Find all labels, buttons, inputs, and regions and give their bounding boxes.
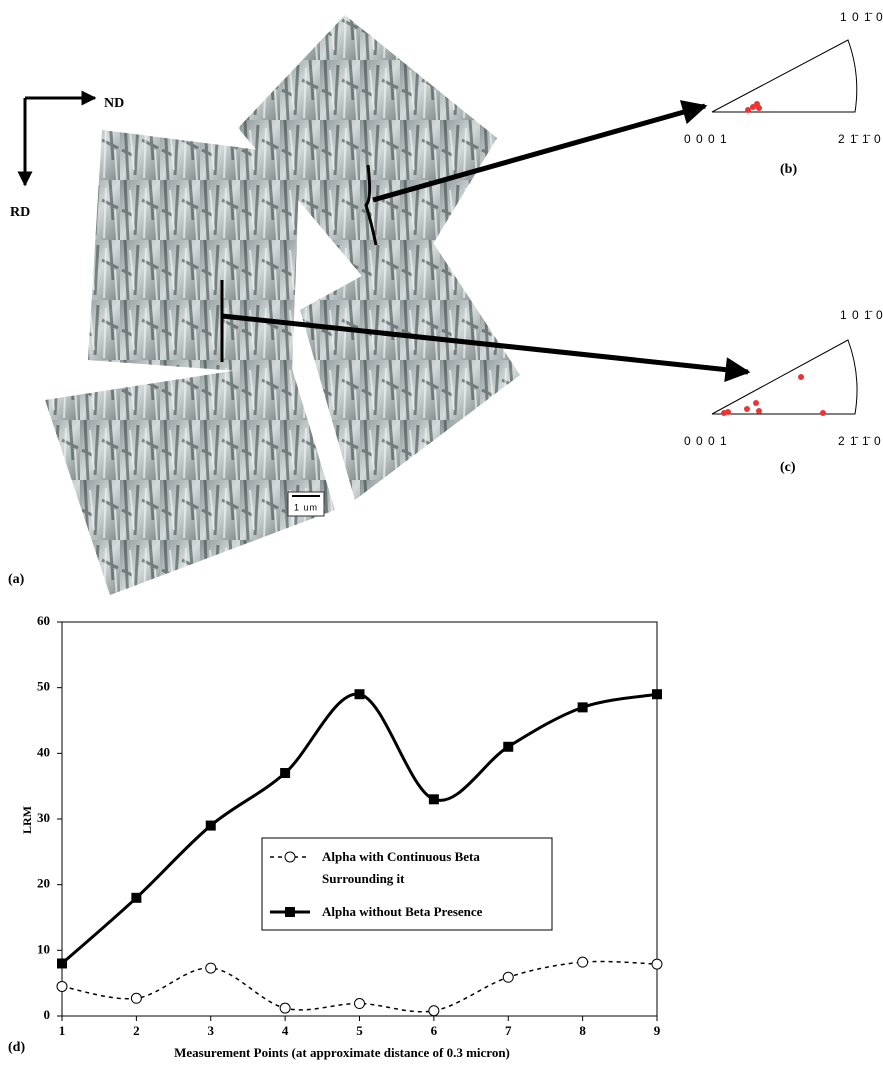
y-tick-label: 60: [37, 613, 50, 628]
marker: [57, 958, 67, 968]
x-tick-label: 6: [431, 1023, 438, 1038]
y-tick-label: 40: [37, 744, 50, 759]
y-tick-label: 10: [37, 941, 50, 956]
pole-label: 1 0 1̄ 0: [840, 10, 883, 24]
marker: [57, 981, 67, 991]
marker: [578, 957, 588, 967]
y-axis-label: LRM: [20, 806, 34, 834]
panel-label: (c): [780, 460, 796, 475]
x-tick-label: 5: [356, 1023, 363, 1038]
plot-frame: [62, 622, 657, 1016]
x-tick-label: 3: [208, 1023, 215, 1038]
x-tick-label: 4: [282, 1023, 289, 1038]
x-tick-label: 9: [654, 1023, 661, 1038]
marker: [578, 702, 588, 712]
pole-label: 2 1̄ 1̄ 0: [838, 434, 882, 448]
marker: [652, 689, 662, 699]
pole-label: 2 1̄ 1̄ 0: [838, 132, 882, 146]
x-axis-label: Measurement Points (at approximate dista…: [174, 1045, 510, 1060]
rd-label: RD: [10, 205, 30, 220]
pole-label: 1 0 1̄ 0: [840, 308, 883, 322]
y-tick-label: 20: [37, 876, 50, 891]
marker: [429, 794, 439, 804]
legend-marker: [285, 852, 295, 862]
marker: [652, 959, 662, 969]
scale-bar: 1 um: [294, 502, 318, 512]
marker: [355, 689, 365, 699]
pole-label: 0 0 0 1: [684, 132, 728, 146]
nd-label: ND: [104, 96, 124, 111]
x-tick-label: 7: [505, 1023, 512, 1038]
marker: [280, 768, 290, 778]
marker: [206, 963, 216, 973]
x-tick-label: 8: [579, 1023, 586, 1038]
y-tick-label: 30: [37, 810, 50, 825]
marker: [503, 742, 513, 752]
legend-marker: [285, 907, 295, 917]
y-tick-label: 50: [37, 679, 50, 694]
x-tick-label: 1: [59, 1023, 66, 1038]
legend-label: Alpha without Beta Presence: [322, 901, 537, 923]
panel-label: (a): [8, 572, 25, 587]
pole-figure-b: 1 0 1̄ 0 0 0 0 1 2 1̄ 1̄ 0: [684, 10, 883, 146]
y-tick-label: 0: [44, 1007, 51, 1022]
panel-label: (d): [8, 1040, 25, 1055]
figure: 1 um ND RD (a) (b) (c) (d) 1 0 1̄ 0 0 0 …: [0, 0, 883, 1068]
marker: [429, 1006, 439, 1016]
marker: [206, 821, 216, 831]
marker: [131, 993, 141, 1003]
panel-label: (b): [780, 162, 797, 177]
x-tick-label: 2: [133, 1023, 140, 1038]
pole-label: 0 0 0 1: [684, 434, 728, 448]
marker: [503, 972, 513, 982]
pole-figure-c: 1 0 1̄ 0 0 0 0 1 2 1̄ 1̄ 0: [684, 308, 883, 448]
marker: [355, 999, 365, 1009]
marker: [280, 1003, 290, 1013]
marker: [131, 893, 141, 903]
legend-label: Alpha with Continuous Beta Surrounding i…: [322, 846, 537, 890]
